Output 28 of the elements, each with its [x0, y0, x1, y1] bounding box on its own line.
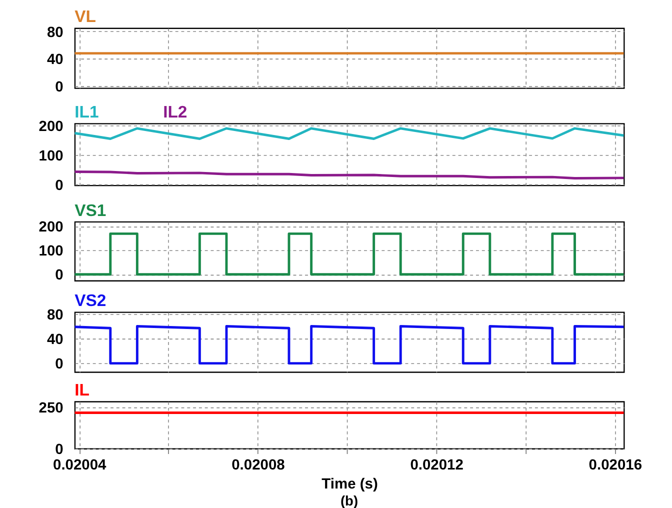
y-tick-label: 80 — [46, 24, 64, 41]
series-label: VS1 — [74, 200, 106, 220]
y-tick-label: 100 — [38, 148, 64, 164]
y-tick-label: 40 — [46, 52, 64, 68]
series-label: VL — [74, 7, 96, 26]
line-series — [74, 127, 624, 140]
y-tick-label: 200 — [38, 220, 64, 236]
y-tick-label: 100 — [38, 244, 64, 260]
series-label: IL1 — [74, 102, 99, 122]
x-tick-label: 0.02012 — [410, 458, 464, 474]
x-tick-label: 0.02008 — [232, 458, 285, 474]
y-tick-label: 0 — [55, 268, 64, 284]
x-axis-title: Time (s) — [322, 476, 378, 492]
y-tick-label: 0 — [55, 178, 64, 194]
line-series — [74, 170, 624, 180]
y-tick-label: 40 — [46, 332, 64, 348]
y-tick-label: 80 — [46, 307, 64, 324]
series-label: IL — [74, 380, 90, 400]
x-tick-label: 0.02016 — [588, 458, 642, 474]
line-series — [74, 325, 624, 365]
y-tick-label: 0 — [55, 442, 64, 458]
x-tick-label: 0.02004 — [53, 458, 108, 474]
y-tick-label: 250 — [38, 400, 64, 416]
y-tick-label: 200 — [38, 118, 64, 135]
series-label: VS2 — [74, 291, 106, 310]
y-tick-label: 0 — [55, 79, 64, 96]
text: IL2 — [163, 102, 188, 122]
y-tick-label: 0 — [55, 356, 64, 373]
